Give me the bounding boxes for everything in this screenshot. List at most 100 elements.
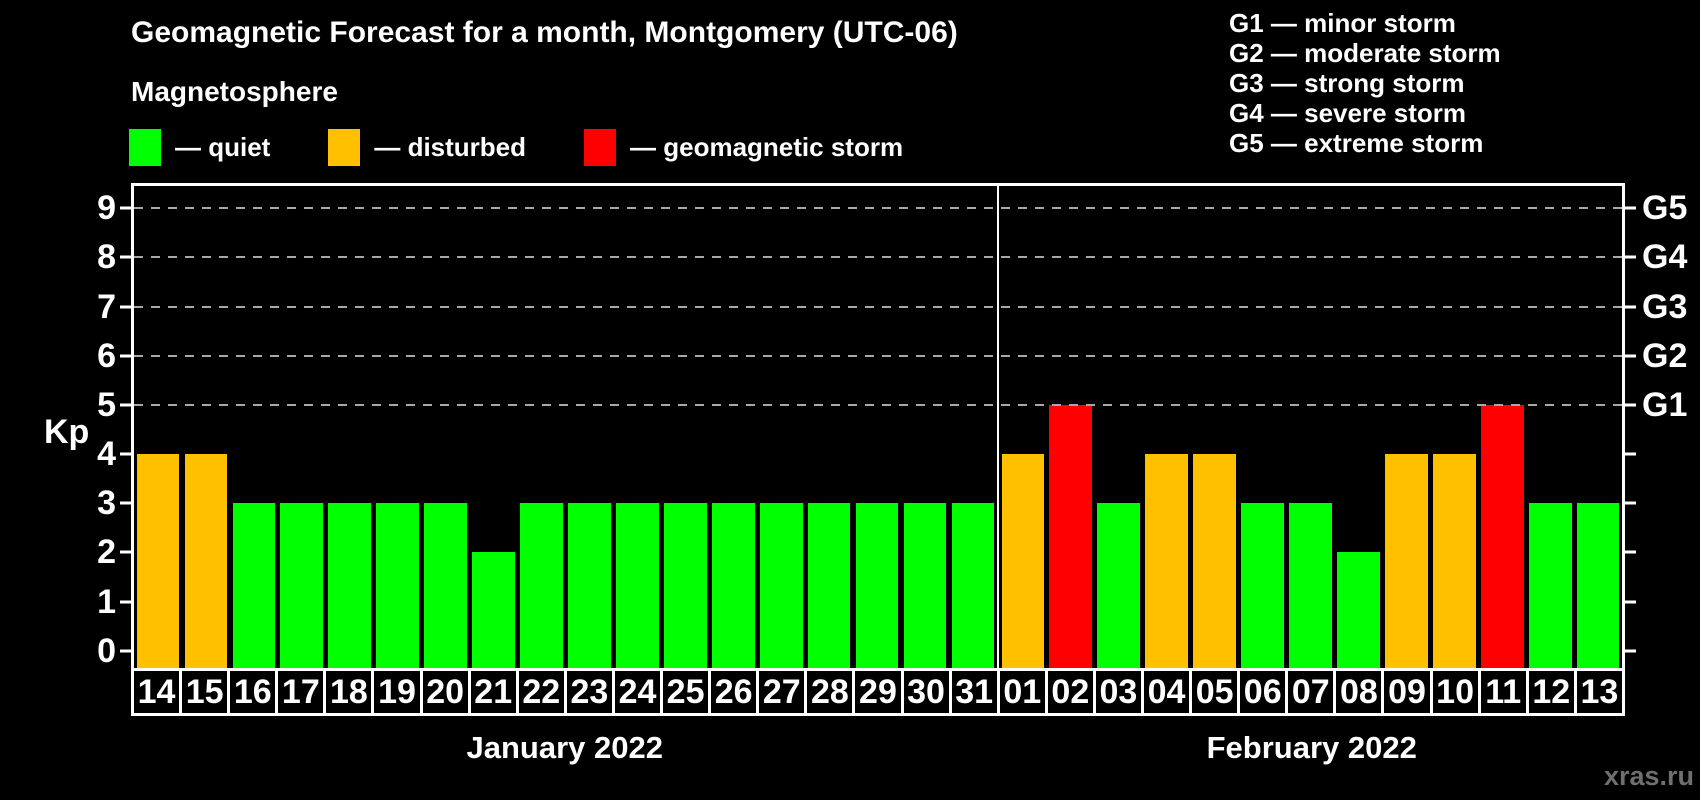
day-label-january-27: 27 [759, 671, 808, 713]
storm-scale-legend: G1 — minor storm G2 — moderate storm G3 — … [1229, 8, 1501, 158]
column-january-14 [134, 186, 182, 668]
bar-january-17 [280, 503, 324, 668]
day-label-january-28: 28 [807, 671, 856, 713]
day-label-row: 14 15 16 17 18 19 20 21 22 23 24 25 26 27 28 29 30 31 01 02… [131, 668, 1625, 716]
bar-january-22 [520, 503, 563, 668]
chart-subtitle: Magnetosphere [131, 76, 338, 107]
bar-february-10 [1432, 454, 1476, 668]
status-legend: — quiet — disturbed — geomagnetic storm [129, 129, 903, 166]
gridline-kp8 [134, 256, 1622, 259]
day-label-january-23: 23 [567, 671, 615, 713]
month-label: February 2022 [1206, 730, 1417, 765]
day-label-january-18: 18 [326, 671, 375, 713]
column-january-17 [278, 186, 326, 668]
right-tick-8 [1625, 255, 1636, 259]
column-january-21 [470, 186, 518, 668]
bar-january-30 [903, 503, 947, 668]
bar-january-16 [232, 503, 276, 668]
legend-item-storm: — geomagnetic storm [584, 129, 903, 166]
column-january-30 [901, 186, 949, 668]
bar-february-08 [1337, 552, 1380, 668]
day-label-february-10: 10 [1433, 671, 1481, 713]
day-label-january-25: 25 [663, 671, 712, 713]
storm-scale-g4: G4 — severe storm [1229, 98, 1467, 128]
bar-february-13 [1576, 503, 1620, 668]
day-label-february-13: 13 [1580, 672, 1619, 711]
bar-february-09 [1385, 454, 1428, 668]
day-label-february-05: 05 [1192, 671, 1241, 713]
y-axis-label: Kp [44, 412, 90, 451]
ytick-label-5: 5 [97, 385, 116, 424]
column-january-28 [805, 186, 853, 668]
right-axis-label-G1: G1 [1642, 385, 1688, 424]
day-label-january-31: 31 [952, 671, 1000, 713]
column-january-24 [613, 186, 661, 668]
storm-scale-g1: G1 — minor storm [1229, 8, 1456, 38]
storm-scale-g5: G5 — extreme storm [1229, 128, 1484, 158]
bar-february-11 [1480, 404, 1524, 668]
ytick-label-3: 3 [97, 484, 116, 523]
column-january-16 [230, 186, 278, 668]
bar-february-03 [1097, 503, 1141, 668]
legend-label-storm: — geomagnetic storm [630, 132, 904, 162]
column-february-04 [1143, 186, 1191, 668]
ytick-label-6: 6 [97, 336, 116, 375]
right-tick-6 [1625, 354, 1636, 358]
bar-january-31 [951, 503, 995, 668]
day-label-january-16: 16 [230, 671, 279, 713]
left-tick-6 [120, 354, 131, 358]
left-tick-2 [120, 550, 131, 554]
day-label-february-03: 03 [1096, 671, 1144, 713]
storm-scale-g3: G3 — strong storm [1229, 68, 1465, 98]
bar-january-26 [711, 503, 755, 668]
day-label-january-14: 14 [134, 671, 183, 713]
day-label-january-21: 21 [471, 671, 519, 713]
day-label-february-07: 07 [1288, 671, 1337, 713]
day-label-january-22: 22 [519, 671, 567, 713]
gridline-kp9 [134, 207, 1622, 210]
left-tick-9 [120, 206, 131, 210]
left-tick-1 [120, 600, 131, 604]
column-february-10 [1430, 186, 1478, 668]
left-tick-8 [120, 255, 131, 259]
right-tick-4 [1625, 452, 1636, 456]
bar-january-28 [807, 503, 851, 668]
column-january-20 [422, 186, 470, 668]
left-tick-3 [120, 501, 131, 505]
day-label-february-04: 04 [1144, 671, 1193, 713]
column-january-23 [565, 186, 613, 668]
right-tick-2 [1625, 550, 1636, 554]
ytick-label-4: 4 [97, 435, 116, 474]
left-tick-7 [120, 305, 131, 308]
column-january-26 [709, 186, 757, 668]
right-axis-label-G5: G5 [1642, 189, 1688, 228]
ytick-label-8: 8 [97, 238, 116, 277]
legend-label-quiet: — quiet [175, 132, 271, 162]
month-label-row: January 2022 February 2022 [131, 726, 1625, 770]
gridline-kp7 [134, 305, 1622, 308]
column-february-02 [1047, 186, 1095, 668]
day-label-february-11: 11 [1481, 671, 1529, 713]
column-february-09 [1382, 186, 1430, 668]
right-axis-label-G3: G3 [1642, 287, 1688, 326]
legend-item-disturbed: — disturbed [328, 129, 526, 166]
bar-january-23 [568, 503, 611, 668]
left-tick-4 [120, 452, 131, 456]
bar-january-18 [328, 503, 372, 668]
left-tick-0 [120, 649, 131, 653]
right-tick-3 [1625, 501, 1636, 505]
day-label-february-12: 12 [1529, 671, 1577, 713]
gridline-kp5 [134, 403, 1622, 406]
column-february-12 [1526, 186, 1574, 668]
bar-february-02 [1049, 404, 1093, 668]
bar-january-20 [424, 503, 467, 668]
day-label-february-02: 02 [1048, 671, 1096, 713]
ytick-label-2: 2 [97, 533, 116, 572]
right-tick-1 [1625, 600, 1636, 604]
legend-swatch-storm [584, 129, 617, 166]
legend-swatch-disturbed [328, 129, 361, 166]
bar-february-05 [1193, 454, 1236, 668]
column-january-25 [661, 186, 709, 668]
left-tick-5 [120, 403, 131, 407]
